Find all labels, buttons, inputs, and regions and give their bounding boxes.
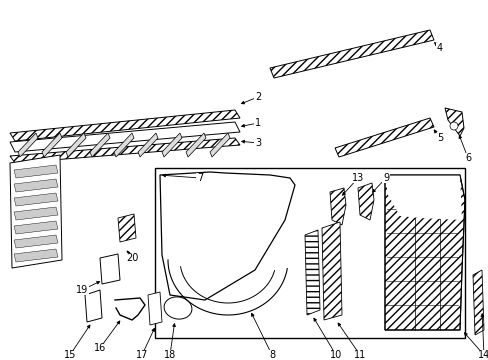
Polygon shape (329, 188, 346, 225)
Polygon shape (444, 108, 463, 136)
Polygon shape (472, 270, 483, 335)
Polygon shape (10, 138, 240, 163)
Polygon shape (384, 175, 464, 330)
Text: 8: 8 (268, 350, 274, 360)
Polygon shape (90, 133, 110, 157)
Text: 4: 4 (436, 43, 442, 53)
Polygon shape (185, 133, 205, 157)
Polygon shape (14, 235, 58, 248)
Text: 10: 10 (329, 350, 342, 360)
Polygon shape (14, 193, 58, 206)
Text: 6: 6 (464, 153, 470, 163)
Polygon shape (148, 292, 162, 325)
Text: 13: 13 (351, 173, 364, 183)
Polygon shape (162, 133, 182, 157)
Polygon shape (334, 118, 433, 157)
Polygon shape (321, 222, 341, 320)
Text: 3: 3 (254, 138, 261, 148)
Polygon shape (14, 165, 58, 178)
Polygon shape (14, 207, 58, 220)
Text: 18: 18 (163, 350, 176, 360)
Polygon shape (14, 249, 58, 262)
Polygon shape (357, 183, 373, 220)
Text: 19: 19 (76, 285, 88, 295)
Polygon shape (42, 133, 62, 157)
Text: 1: 1 (254, 118, 261, 128)
Polygon shape (384, 175, 461, 220)
Polygon shape (269, 30, 433, 78)
Polygon shape (209, 133, 229, 157)
Polygon shape (14, 179, 58, 192)
Polygon shape (85, 290, 102, 322)
Text: 12: 12 (477, 350, 488, 360)
Polygon shape (100, 254, 120, 284)
Text: 15: 15 (63, 350, 76, 360)
Text: 17: 17 (136, 350, 148, 360)
Circle shape (449, 122, 457, 130)
Polygon shape (66, 133, 86, 157)
Polygon shape (10, 122, 240, 152)
Polygon shape (138, 133, 158, 157)
Text: 5: 5 (436, 133, 442, 143)
Text: 2: 2 (254, 92, 261, 102)
Polygon shape (18, 133, 38, 157)
Ellipse shape (164, 297, 191, 319)
Text: 14: 14 (477, 350, 488, 360)
Polygon shape (305, 230, 319, 315)
Text: 9: 9 (382, 173, 388, 183)
Text: 16: 16 (94, 343, 106, 353)
Polygon shape (160, 172, 294, 300)
Polygon shape (14, 221, 58, 234)
Text: 7: 7 (197, 173, 203, 183)
Polygon shape (114, 133, 134, 157)
Polygon shape (10, 155, 62, 268)
Text: 20: 20 (125, 253, 138, 263)
Bar (155, 168, 464, 338)
Text: 11: 11 (353, 350, 366, 360)
Polygon shape (118, 214, 136, 242)
Polygon shape (10, 110, 240, 141)
